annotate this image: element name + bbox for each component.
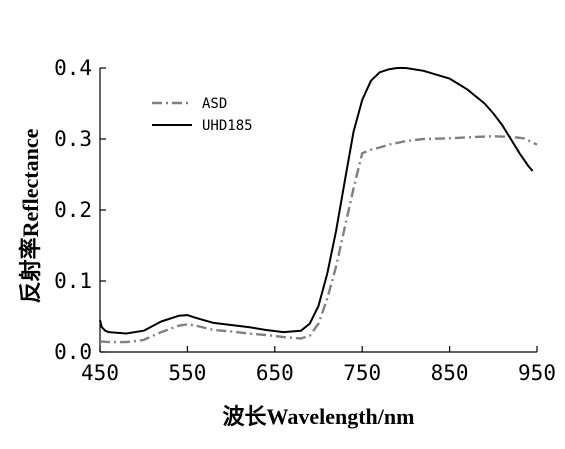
x-tick-label: 750 [343,361,381,385]
y-axis-title: 反射率Reflectance [18,128,43,303]
y-tick-label: 0.2 [54,198,92,222]
series-layer [99,67,538,344]
legend-label-asd: ASD [202,96,227,112]
x-tick-label: 850 [431,361,469,385]
y-tick-label: 0.1 [54,269,92,293]
legend-label-uhd185: UHD185 [202,118,253,134]
x-tick-label: 550 [168,361,206,385]
x-tick-label: 450 [81,361,119,385]
x-tick-label: 650 [256,361,294,385]
legend: ASD UHD185 [152,96,253,134]
y-tick-label: 0.3 [54,127,92,151]
series-line-asd [99,135,538,344]
series-line-uhd185 [99,67,534,335]
axes: 0.0 0.1 0.2 0.3 0.4 450 550 650 750 850 950 [54,56,556,385]
y-tick-label: 0.4 [54,56,92,80]
x-tick-label: 950 [518,361,556,385]
y-tick-label: 0.0 [54,340,92,364]
x-axis-title: 波长Wavelength/nm [223,404,415,429]
